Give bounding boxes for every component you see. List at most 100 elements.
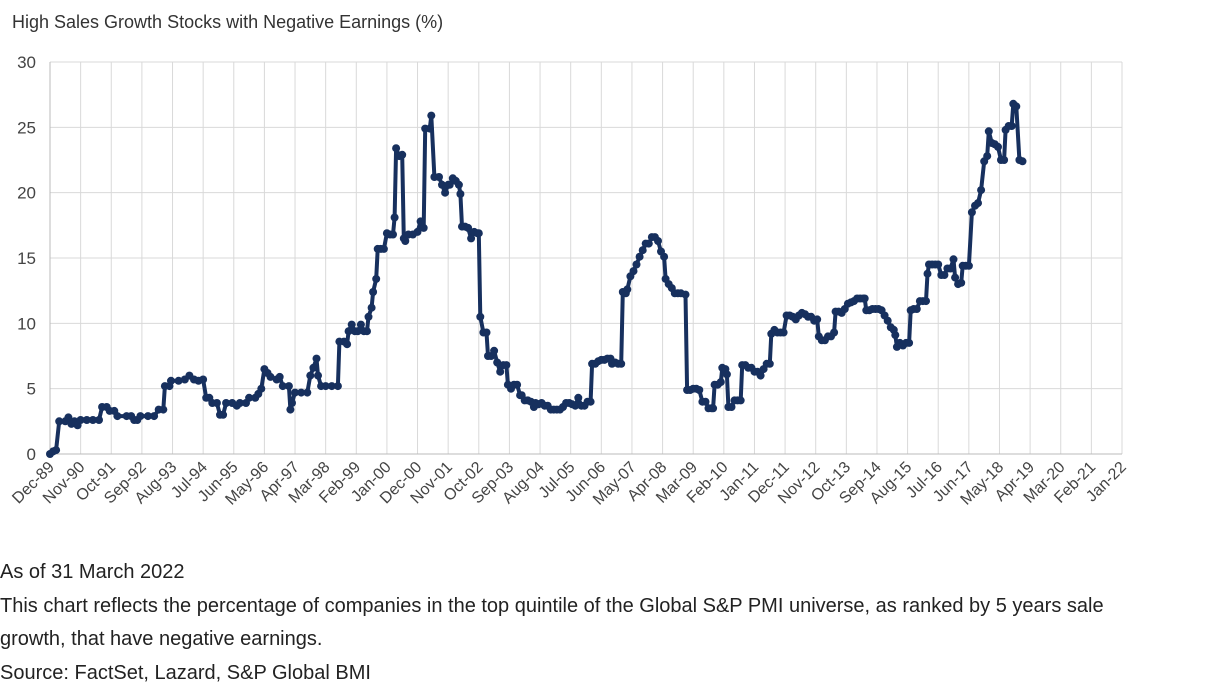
data-point xyxy=(467,234,476,243)
data-point xyxy=(502,361,511,370)
data-point xyxy=(55,417,64,426)
data-point xyxy=(353,327,362,336)
y-tick-label: 15 xyxy=(17,249,36,268)
data-point xyxy=(441,188,450,197)
data-point xyxy=(52,446,61,455)
data-point xyxy=(212,399,221,407)
data-point xyxy=(617,359,626,368)
data-point xyxy=(367,303,376,312)
data-point xyxy=(934,260,943,269)
data-point xyxy=(1012,102,1021,111)
line-chart: 0 5 10 15 20 25 30 Dec-89Nov-90Oct-91Sep-92Aug… xyxy=(9,53,1130,509)
data-point xyxy=(709,404,718,413)
data-point xyxy=(923,269,932,278)
data-point xyxy=(363,327,371,336)
data-point xyxy=(76,416,85,424)
data-point xyxy=(398,150,407,159)
data-point xyxy=(571,401,580,410)
data-point xyxy=(716,378,725,387)
data-point xyxy=(736,396,745,405)
data-point xyxy=(235,399,244,407)
data-point xyxy=(830,328,839,337)
data-point xyxy=(64,413,73,422)
data-point xyxy=(297,388,306,397)
data-point xyxy=(288,399,296,407)
data-point xyxy=(957,278,966,287)
data-point xyxy=(286,405,295,414)
data-point xyxy=(390,213,399,222)
data-point xyxy=(922,297,930,306)
data-point xyxy=(219,410,228,419)
series-layer xyxy=(46,99,1027,458)
data-point xyxy=(722,370,731,379)
data-point xyxy=(638,246,647,255)
data-point xyxy=(95,416,103,424)
data-point xyxy=(493,358,502,367)
data-point xyxy=(974,199,982,208)
data-point xyxy=(727,403,736,411)
data-point xyxy=(994,142,1002,151)
data-point xyxy=(445,180,454,189)
data-point xyxy=(632,260,641,269)
y-tick-label: 5 xyxy=(27,380,36,399)
data-point xyxy=(303,388,312,397)
y-tick-label: 10 xyxy=(17,314,36,333)
data-point xyxy=(681,290,690,299)
chart-description-line-2: growth, that have negative earnings. xyxy=(0,628,323,650)
data-point xyxy=(159,405,168,414)
data-point xyxy=(389,230,397,239)
data-point xyxy=(369,288,378,296)
data-point xyxy=(427,111,436,120)
data-point xyxy=(364,312,373,321)
data-point xyxy=(476,312,485,321)
data-point xyxy=(496,367,505,376)
data-point xyxy=(343,340,352,349)
data-point xyxy=(813,315,822,324)
data-point xyxy=(82,416,91,424)
data-point xyxy=(333,382,342,391)
data-point xyxy=(372,274,381,283)
data-point xyxy=(222,399,231,407)
data-point xyxy=(629,267,638,276)
data-point xyxy=(940,271,949,279)
data-point xyxy=(392,144,401,153)
data-point xyxy=(413,227,422,236)
data-point xyxy=(464,223,473,232)
data-point xyxy=(964,261,973,270)
data-point xyxy=(344,327,353,336)
data-point xyxy=(438,180,446,189)
data-point xyxy=(1000,156,1009,164)
data-point xyxy=(167,376,175,385)
data-point xyxy=(586,397,595,406)
source-note: Source: FactSet, Lazard, S&P Global BMI xyxy=(0,661,371,684)
data-point xyxy=(284,382,293,391)
data-point xyxy=(419,223,428,232)
data-point xyxy=(454,180,463,189)
data-point xyxy=(456,190,465,198)
data-point xyxy=(905,338,914,347)
data-point xyxy=(660,252,669,261)
y-tick-label: 0 xyxy=(27,445,36,464)
chart-notes: As of 31 March 2022 This chart reflects … xyxy=(0,556,1104,690)
data-point xyxy=(951,273,960,282)
data-point xyxy=(309,363,318,372)
data-point xyxy=(278,382,287,391)
data-point xyxy=(490,346,499,355)
y-axis: 0 5 10 15 20 25 30 xyxy=(17,53,36,464)
data-point xyxy=(635,252,644,261)
data-point xyxy=(136,412,145,421)
data-point xyxy=(701,397,710,406)
data-point xyxy=(654,237,662,245)
data-point xyxy=(347,320,356,329)
data-point xyxy=(245,393,254,402)
data-point xyxy=(765,359,774,368)
x-axis: Dec-89Nov-90Oct-91Sep-92Aug-93Jul-94Jun-… xyxy=(9,459,1130,509)
data-point xyxy=(946,264,955,273)
data-point xyxy=(695,386,704,394)
data-point xyxy=(474,229,483,238)
data-point xyxy=(623,285,632,294)
data-point xyxy=(482,328,491,337)
chart-title: High Sales Growth Stocks with Negative E… xyxy=(12,12,444,32)
data-point xyxy=(291,388,299,397)
data-point xyxy=(513,380,522,389)
